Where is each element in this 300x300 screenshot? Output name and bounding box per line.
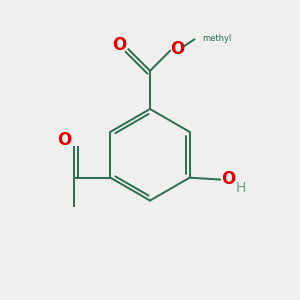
Text: O: O	[58, 131, 72, 149]
Text: O: O	[170, 40, 184, 58]
Text: methyl: methyl	[202, 34, 231, 43]
Text: H: H	[236, 181, 246, 195]
Text: O: O	[112, 36, 126, 54]
Text: O: O	[221, 169, 235, 188]
